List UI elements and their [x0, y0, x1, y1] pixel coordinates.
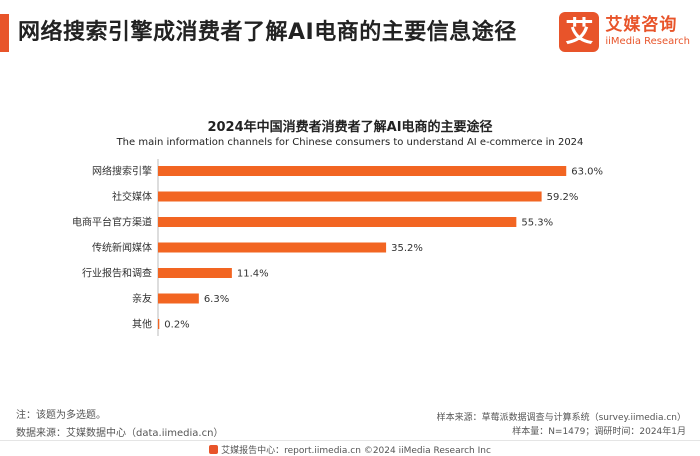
category-label: 传统新闻媒体 [92, 241, 152, 254]
footer: 艾媒报告中心：report.iimedia.cn ©2024 iiMedia R… [0, 443, 700, 456]
chart-title: 2024年中国消费者消费者了解AI电商的主要途径 [207, 120, 493, 135]
logo-text: 艾媒咨询 iiMedia Research [605, 15, 690, 49]
bar [158, 166, 567, 176]
category-label: 电商平台官方渠道 [72, 216, 152, 229]
data-label: 55.3% [521, 218, 553, 229]
sample-source: 样本来源：草莓派数据调查与计算系统（survey.iimedia.cn） [436, 413, 686, 423]
bar [158, 191, 542, 202]
category-label: 行业报告和调查 [82, 267, 152, 280]
bar-chart: 网络搜索引擎 63.0% 社交媒体 59.2% 电商平台官方渠道 55.3% 传统新闻媒体 3… [72, 159, 603, 336]
page-title: 网络搜索引擎成消费者了解AI电商的主要信息途径 [18, 20, 517, 45]
bar [158, 217, 517, 227]
footer-divider [0, 440, 700, 441]
brand-logo: 艾 艾媒咨询 iiMedia Research [559, 12, 690, 52]
bar [158, 268, 232, 278]
category-label: 亲友 [132, 292, 152, 305]
chart-subtitle: The main information channels for Chines… [116, 137, 584, 148]
data-label: 6.3% [204, 294, 229, 305]
category-label: 社交媒体 [112, 190, 152, 203]
sample-info: 样本量：N=1479；调研时间：2024年1月 [512, 427, 686, 437]
logo-name-en: iiMedia Research [605, 36, 690, 47]
chart-note: 注：该题为多选题。 [16, 410, 106, 421]
logo-name-cn: 艾媒咨询 [605, 15, 678, 35]
data-label: 35.2% [391, 243, 423, 254]
bar [158, 242, 387, 253]
header-accent-bar [0, 14, 9, 52]
category-label: 网络搜索引擎 [92, 165, 152, 178]
data-label: 63.0% [571, 167, 603, 178]
report-center-icon [209, 445, 219, 454]
data-label: 59.2% [547, 192, 579, 203]
footer-text: 艾媒报告中心：report.iimedia.cn ©2024 iiMedia R… [221, 446, 491, 456]
category-label: 其他 [132, 318, 152, 331]
data-label: 11.4% [237, 269, 269, 280]
data-source: 数据来源：艾媒数据中心（data.iimedia.cn） [16, 428, 224, 439]
logo-icon: 艾 [559, 12, 600, 52]
bar [158, 293, 199, 304]
data-label: 0.2% [164, 320, 189, 331]
bar [158, 319, 160, 329]
